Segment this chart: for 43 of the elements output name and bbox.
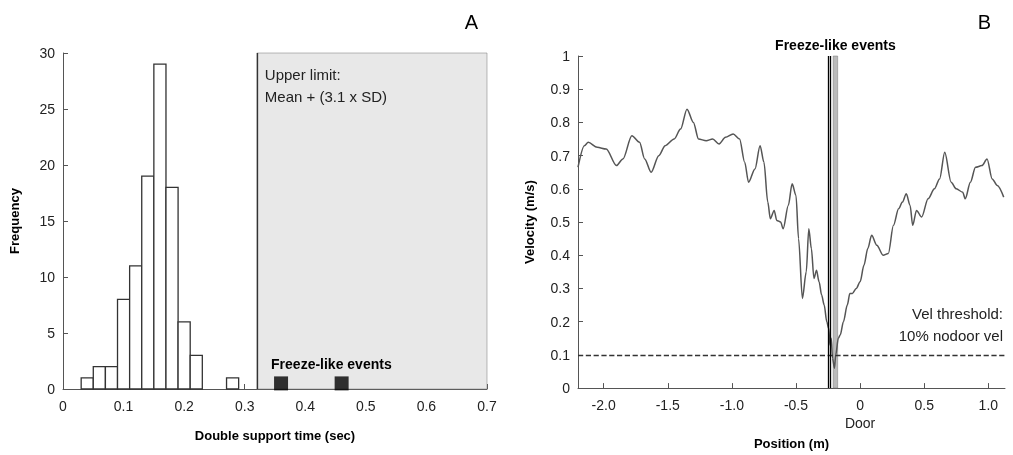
x-axis-title: Double support time (sec)	[194, 428, 356, 443]
x-tick-label: 0.5	[356, 398, 376, 414]
y-tick-label: 0	[47, 381, 56, 397]
text: B	[977, 11, 991, 33]
x-tick-label: -1.0	[719, 397, 745, 414]
x-tick-label: 0.1	[113, 398, 134, 414]
y-tick-label: 25	[39, 101, 56, 117]
y-tick-label: 0.6	[550, 180, 571, 197]
ref-line-label: Upper limit: Mean + (3.1 x SD)	[264, 65, 387, 105]
x-tick-label: -0.5	[783, 397, 809, 414]
x-tick-label: -2.0	[591, 397, 616, 414]
y-tick-label: 20	[39, 157, 56, 173]
text: A	[464, 11, 479, 33]
y-tick-label: 0.9	[550, 81, 571, 98]
band-label: Freeze-like events	[775, 37, 896, 53]
x-tick-label: 0.7	[477, 398, 497, 414]
y-tick-label: 5	[47, 325, 56, 341]
y-axis-title: Velocity (m/s)	[522, 180, 537, 264]
x-tick-label: 0 Door	[844, 397, 876, 432]
y-tick-label: 30	[39, 45, 56, 61]
x-tick-label: -1.5	[655, 397, 681, 414]
y-tick-label: 0.7	[550, 147, 571, 164]
x-axis-title: Position (m)	[753, 436, 830, 451]
y-tick-label: 0.1	[550, 346, 571, 363]
x-tick-label: 0.4	[295, 398, 316, 414]
series-label: Freeze-like events	[271, 356, 392, 373]
y-tick-label: 0.4	[550, 247, 571, 264]
x-tick-label: 1.0	[978, 397, 999, 414]
x-tick-label: 0.5	[914, 397, 935, 414]
y-tick-label: 0.3	[550, 280, 571, 297]
x-tick-label: 0	[59, 398, 68, 414]
ref-line-label: Vel threshold: 10% nodoor vel	[898, 305, 1003, 345]
y-tick-label: 1	[562, 48, 571, 64]
x-tick-label: 0.6	[416, 398, 437, 414]
x-tick-label: 0.2	[174, 398, 195, 414]
y-tick-label: 0.8	[550, 114, 571, 131]
y-tick-label: 0	[562, 380, 571, 397]
x-tick-label: 0.3	[234, 398, 255, 414]
y-axis-title: Frequency	[7, 187, 22, 254]
y-tick-label: 0.2	[550, 313, 571, 330]
y-tick-label: 15	[39, 213, 56, 229]
y-tick-label: 0.5	[550, 214, 571, 231]
y-tick-label: 10	[39, 269, 56, 285]
